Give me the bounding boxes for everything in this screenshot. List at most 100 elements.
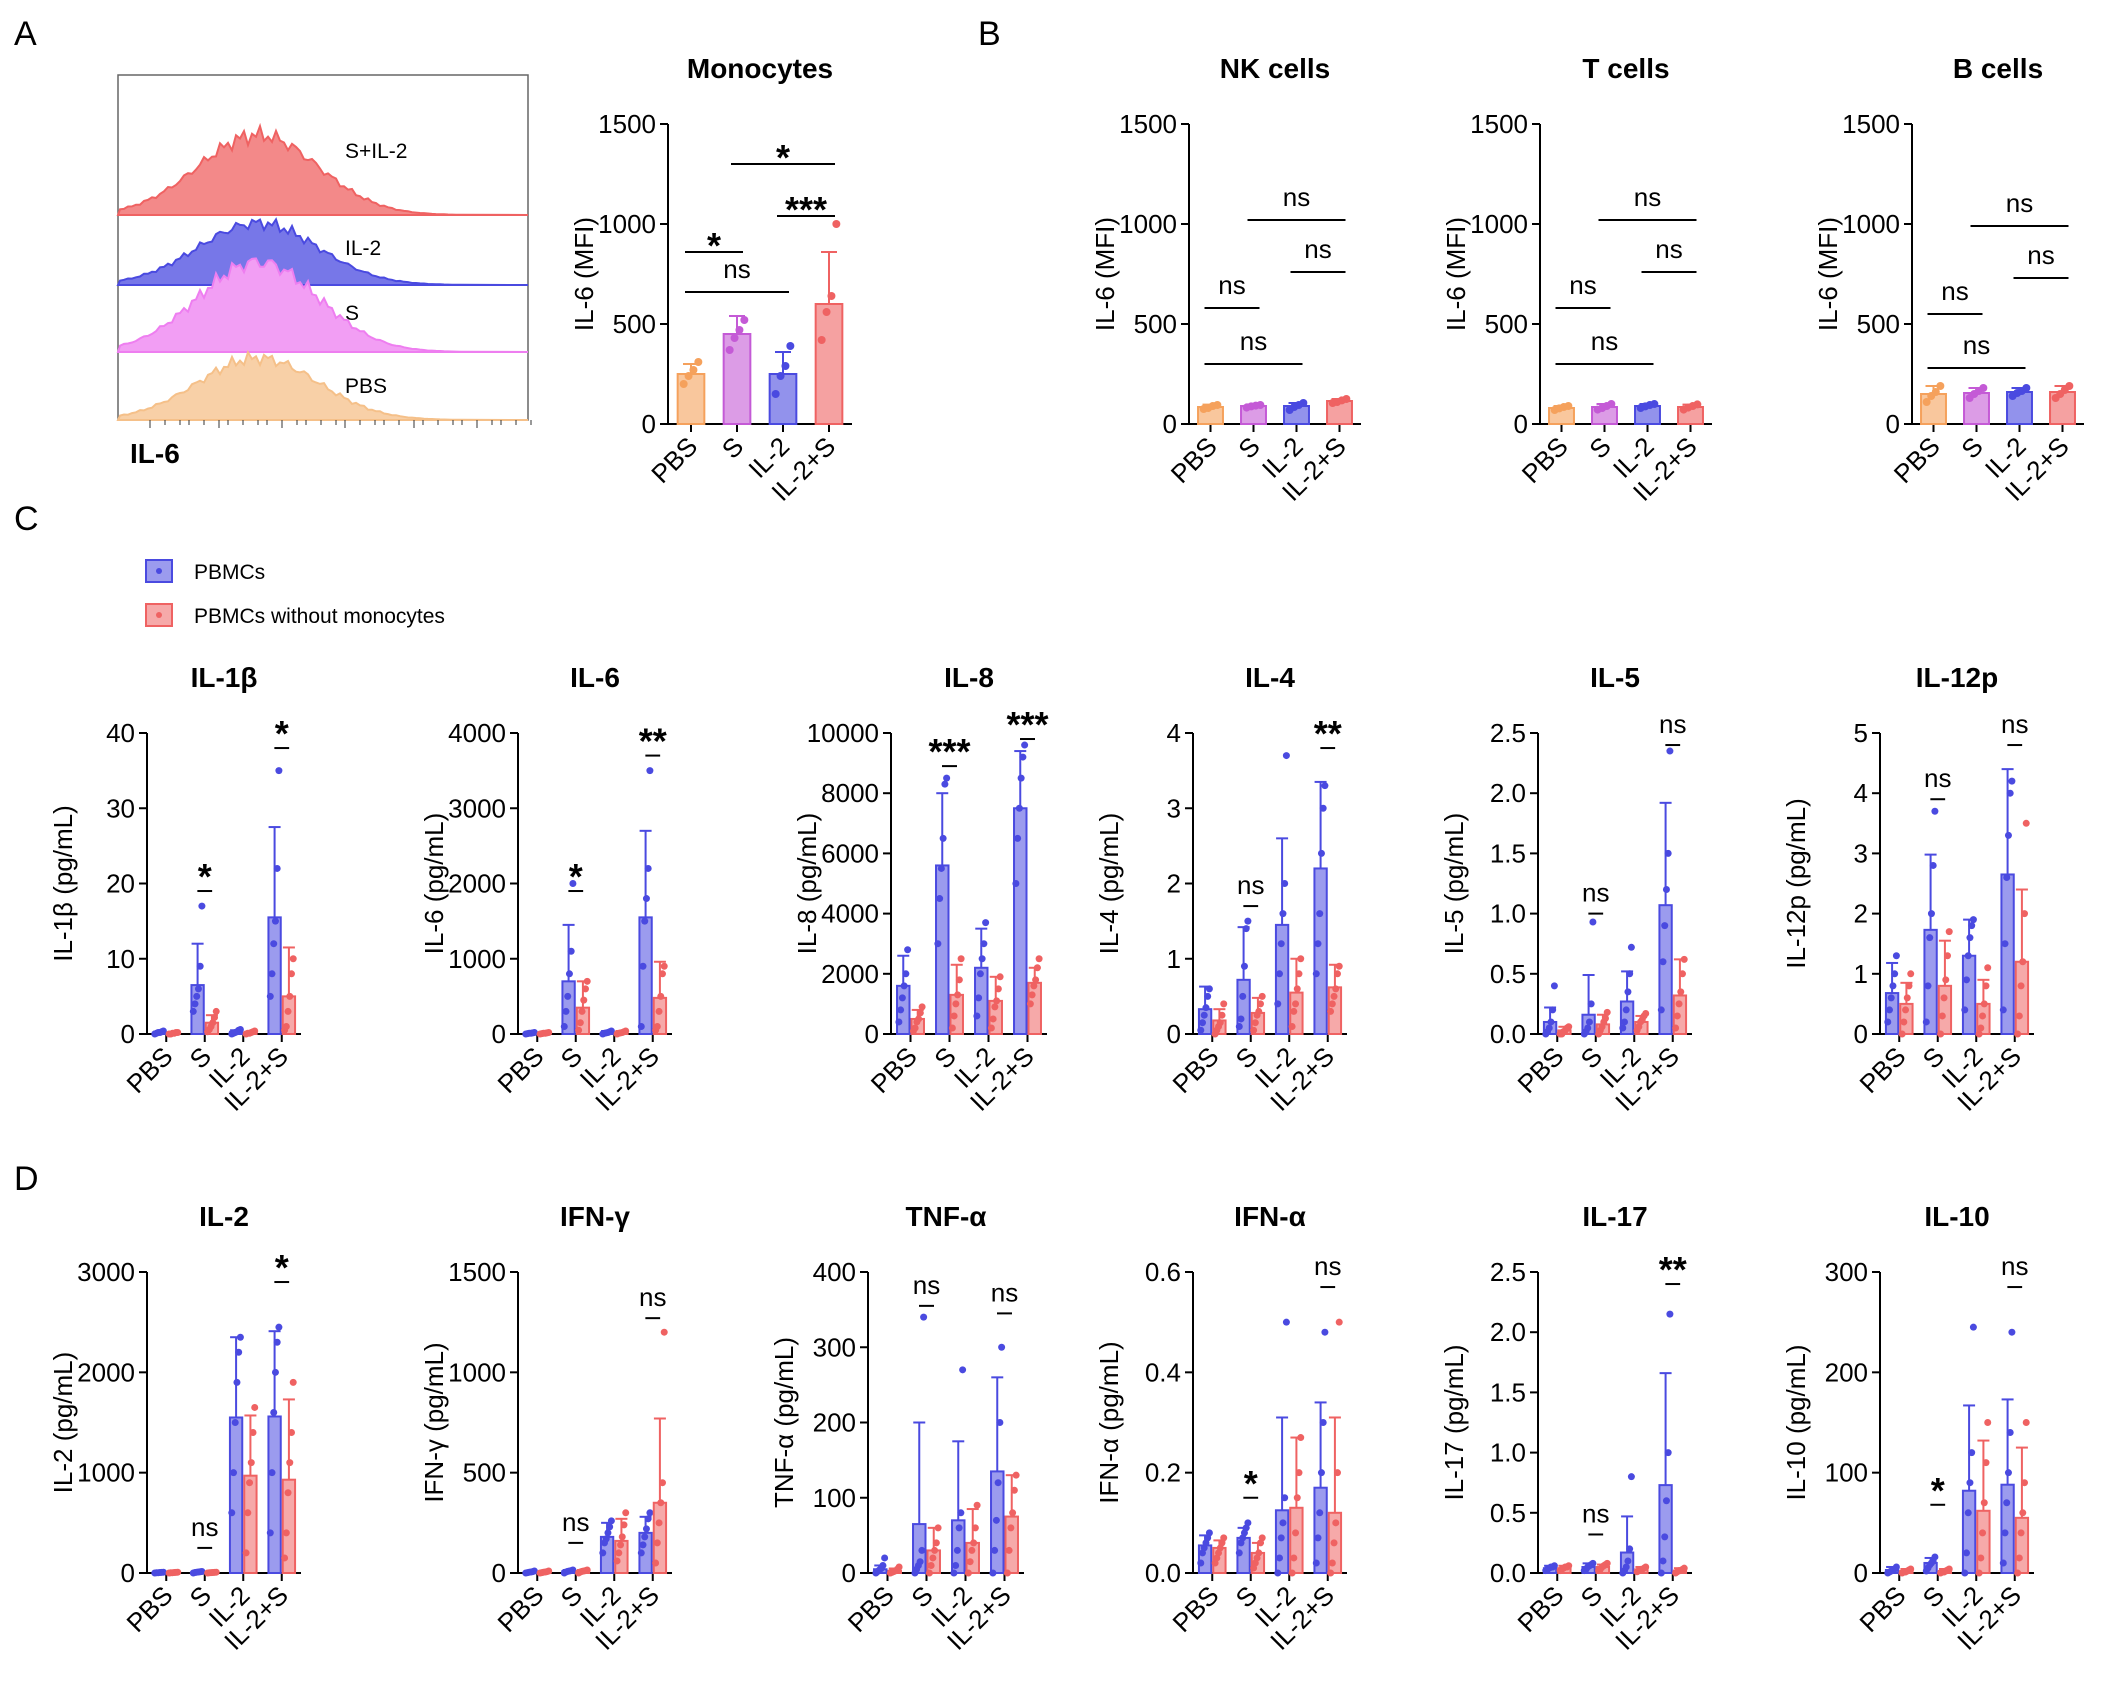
data-point — [287, 1429, 295, 1437]
bar-no-monocytes — [1289, 1506, 1304, 1574]
y-tick-label: 30 — [106, 793, 135, 823]
data-point — [1900, 1018, 1908, 1026]
data-point — [996, 1419, 1004, 1426]
y-tick-label: 500 — [463, 1458, 506, 1488]
data-point — [2015, 1012, 2023, 1020]
y-tick-label: 4000 — [821, 899, 879, 929]
data-point — [1999, 1559, 2007, 1567]
data-point — [1977, 1024, 1985, 1032]
significance-label: * — [275, 1247, 289, 1288]
significance-label: * — [275, 713, 289, 754]
data-point — [915, 1015, 923, 1023]
data-point — [622, 1027, 630, 1035]
data-point — [545, 1567, 553, 1575]
data-point — [937, 864, 945, 872]
data-point — [642, 1525, 650, 1533]
y-tick-label: 0 — [1854, 1558, 1868, 1588]
data-point — [191, 1000, 199, 1008]
data-point — [583, 1566, 591, 1574]
data-point — [583, 977, 591, 985]
data-point — [560, 1022, 568, 1030]
data-point — [1255, 1549, 1263, 1557]
data-point — [607, 1517, 615, 1525]
data-point — [898, 994, 906, 1002]
y-tick-label: 2000 — [77, 1357, 135, 1387]
data-point — [1256, 401, 1265, 409]
y-tick-label: 40 — [106, 718, 135, 748]
data-point — [994, 985, 1002, 993]
data-point — [1884, 1018, 1892, 1026]
data-point — [236, 1333, 244, 1341]
data-point — [1240, 962, 1248, 970]
y-tick-label: 0 — [492, 1558, 506, 1588]
data-point — [1199, 1019, 1207, 1027]
data-point — [282, 1529, 290, 1537]
data-point — [1626, 1545, 1634, 1553]
data-point — [599, 1549, 607, 1557]
data-point — [973, 1012, 981, 1020]
data-point — [642, 895, 650, 903]
y-tick-label: 1.5 — [1490, 838, 1526, 868]
data-point — [916, 1558, 924, 1566]
data-point — [1327, 1007, 1335, 1015]
data-point — [581, 985, 589, 993]
significance-label: ns — [1591, 326, 1618, 356]
data-point — [1887, 994, 1895, 1002]
data-point — [1984, 1419, 1992, 1426]
significance-label: ns — [1963, 330, 1990, 360]
data-point — [1589, 918, 1597, 926]
data-point — [1564, 402, 1573, 410]
panel-label-c: C — [14, 500, 39, 538]
data-point — [637, 1022, 645, 1030]
data-point — [1622, 1006, 1630, 1014]
data-point — [1621, 1018, 1629, 1026]
data-point — [159, 1568, 167, 1576]
data-point — [941, 780, 949, 788]
chart-title: IL-2 — [199, 1201, 249, 1232]
data-point — [1200, 1011, 1208, 1019]
x-tick-label: PBS — [645, 431, 703, 489]
data-point — [1936, 382, 1945, 390]
data-point — [1342, 395, 1351, 403]
data-point — [660, 1328, 668, 1336]
y-tick-label: 2 — [1854, 899, 1868, 929]
data-point — [1902, 1006, 1910, 1014]
data-point — [230, 1469, 238, 1477]
data-point — [1922, 1018, 1930, 1026]
histogram-curve-3 — [116, 349, 529, 421]
data-point — [1026, 1000, 1034, 1008]
y-tick-label: 0 — [1854, 1019, 1868, 1049]
data-point — [1012, 880, 1020, 887]
data-point — [1642, 1563, 1650, 1571]
data-point — [209, 1019, 217, 1027]
data-point — [273, 864, 281, 872]
data-point — [284, 1489, 292, 1497]
data-point — [530, 1028, 538, 1036]
chart-title: IL-12p — [1916, 662, 1998, 693]
y-axis-label: IL-4 (pg/mL) — [1094, 813, 1124, 955]
data-point — [817, 336, 826, 344]
data-point — [1274, 1000, 1282, 1008]
data-point — [1010, 1486, 1018, 1494]
significance-label: ns — [1283, 182, 1310, 212]
data-point — [1213, 401, 1222, 409]
y-tick-label: 2.0 — [1490, 1317, 1526, 1347]
y-tick-label: 2.5 — [1490, 1257, 1526, 1287]
data-point — [580, 996, 588, 1004]
data-point — [602, 1535, 610, 1543]
data-point — [957, 1509, 965, 1517]
y-tick-label: 400 — [813, 1257, 856, 1287]
data-point — [993, 997, 1001, 1005]
data-point — [1297, 1434, 1305, 1442]
bar-no-monocytes — [1937, 984, 1953, 1036]
data-point — [1293, 985, 1301, 993]
y-tick-label: 1000 — [448, 944, 506, 974]
data-point — [1274, 1569, 1282, 1577]
data-point — [1938, 1012, 1946, 1020]
y-tick-label: 0.0 — [1145, 1558, 1181, 1588]
data-point — [1235, 1022, 1243, 1030]
data-point — [1288, 1569, 1296, 1577]
data-point — [270, 1408, 278, 1416]
